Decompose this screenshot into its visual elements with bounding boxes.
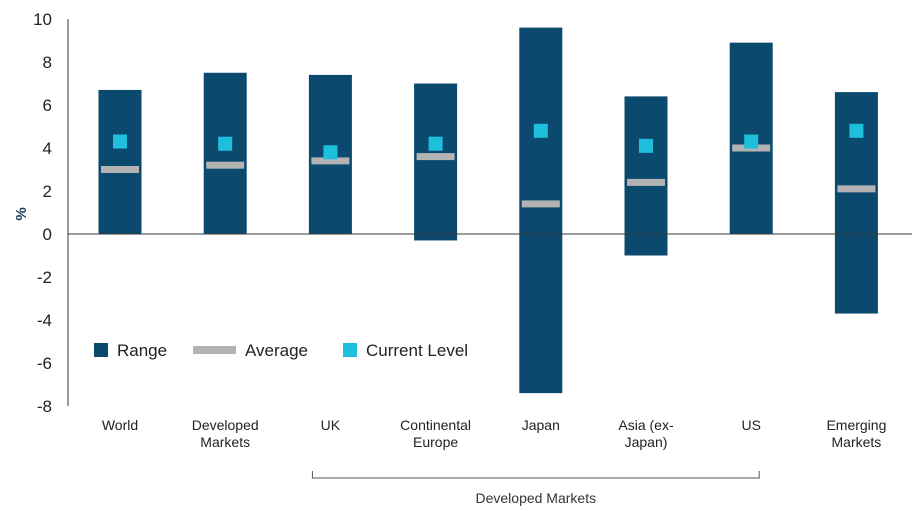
group-label: Developed Markets: [475, 490, 596, 506]
range-bar: [414, 83, 458, 241]
x-tick-label: Continental Europe: [400, 417, 471, 450]
current-level-marker: [744, 134, 759, 149]
current-level-marker: [533, 123, 548, 138]
x-tick-label: World: [102, 417, 138, 433]
y-axis: 10 8 6 4 2 0 -2 -4 -6 -8: [33, 10, 69, 416]
range-bar: [203, 72, 247, 234]
average-marker: [837, 185, 876, 193]
x-tick-label: Japan: [522, 417, 560, 433]
current-level-marker: [113, 134, 127, 149]
legend-range-swatch: [94, 343, 108, 357]
average-marker: [311, 157, 350, 165]
legend-average-swatch: [193, 346, 236, 354]
legend-current-level-swatch: [343, 343, 357, 357]
x-tick-label: Asia (ex-Japan): [618, 417, 674, 450]
current-level-marker: [849, 123, 864, 138]
range-bar: [624, 96, 668, 256]
y-tick-label: 6: [43, 96, 52, 115]
range-bar: [519, 27, 563, 394]
average-marker: [627, 178, 665, 186]
x-tick-label: UK: [321, 417, 341, 433]
legend-current-level-label: Current Level: [366, 341, 468, 360]
y-tick-label: 2: [43, 182, 52, 201]
average-marker: [206, 161, 245, 169]
bracket-line: [311, 471, 760, 479]
x-tick-label: Developed Markets: [192, 417, 259, 450]
y-tick-label: 0: [43, 225, 52, 244]
y-tick-label: -6: [37, 354, 52, 373]
range-bar: [98, 89, 142, 234]
current-level-marker: [323, 145, 338, 160]
current-level-marker: [428, 136, 443, 151]
y-tick-label: -4: [37, 311, 52, 330]
y-axis-title: %: [13, 207, 30, 220]
x-axis-labels: World Developed Markets UK Continental Europe…: [102, 417, 887, 450]
y-tick-label: -8: [37, 397, 52, 416]
legend: Range Average Current Level: [94, 341, 468, 360]
developed-markets-bracket: [311, 471, 760, 479]
current-level-marker: [218, 136, 233, 151]
legend-average-label: Average: [245, 341, 308, 360]
x-tick-label: Emerging Markets: [826, 417, 886, 450]
average-marker: [521, 200, 560, 208]
y-tick-label: 10: [33, 10, 52, 29]
y-tick-label: 4: [43, 139, 52, 158]
average-marker: [416, 153, 455, 161]
average-marker: [101, 166, 139, 173]
legend-range-label: Range: [117, 341, 167, 360]
x-tick-label: US: [741, 417, 760, 433]
current-level-marker: [639, 138, 653, 153]
y-tick-label: -2: [37, 268, 52, 287]
range-bars: [98, 27, 878, 394]
y-tick-label: 8: [43, 53, 52, 72]
current-level-markers: [113, 123, 864, 160]
